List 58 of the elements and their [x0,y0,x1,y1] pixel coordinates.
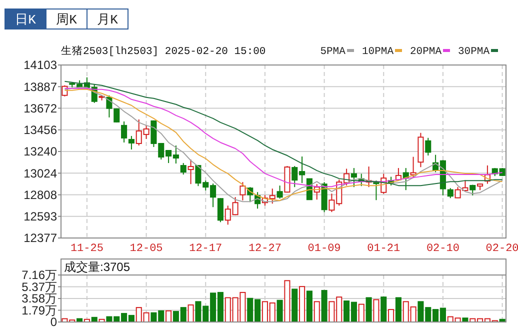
chart-title: 生猪2503[lh2503] 2025-02-20 15:00 [61,44,266,58]
bar [321,290,328,322]
y-tick-label: 5.37万 [22,280,57,294]
bar [366,297,372,322]
y-tick-label: 13024 [24,166,58,180]
legend-label: 20PMA [410,46,442,58]
y-tick-label: 14103 [24,58,58,72]
candlestick [217,198,224,223]
bar [395,297,402,322]
candlestick [121,120,128,143]
x-tick-label: 01-09 [308,243,341,255]
y-tick-label: 7.16万 [22,268,57,282]
candlestick [350,168,357,188]
bar [380,296,387,322]
candlestick [276,185,283,200]
y-tick-label: 3.58万 [22,292,57,306]
bar [188,304,194,322]
y-tick-label: 13240 [24,144,58,159]
x-tick-label: 02-20 [486,243,518,255]
bar [388,309,394,322]
x-tick-label: 12-27 [248,243,282,255]
candlestick [240,182,246,201]
y-tick-label: 13456 [24,123,58,138]
y-tick-label: 13887 [24,80,58,94]
text: 日K [15,12,36,28]
x-tick-label: 12-17 [189,243,222,255]
y-tick-label: 12377 [24,231,58,246]
bar [299,286,306,322]
y-tick-label: 12593 [24,210,58,224]
candlestick [425,137,432,156]
y-tick-label: 1.79万 [22,303,57,318]
legend-label: 5PMA [320,46,346,58]
candlestick [373,180,380,201]
text: 周K [56,12,78,28]
chart-title: 成交量:3705 [64,260,130,274]
bar [292,288,298,322]
legend-label: 10PMA [362,46,394,58]
bar [373,299,380,322]
legend-label: 30PMA [458,46,490,58]
bar [276,300,283,322]
candlestick [128,135,134,150]
y-tick-label: 0 [50,315,58,329]
bar [284,280,290,322]
candlestick [188,159,194,185]
bar [166,310,172,322]
bar [306,290,312,322]
y-tick-label: 12808 [24,188,58,202]
x-tick-label: 01-21 [367,243,401,255]
text: 月K [97,12,118,28]
y-tick-label: 13672 [24,101,58,116]
bar [358,304,364,322]
x-tick-label: 11-25 [70,243,104,255]
candlestick [410,156,416,179]
candlestick [447,188,454,199]
x-tick-label: 02-10 [426,243,460,255]
candlestick [180,162,186,176]
bar [314,301,320,322]
x-tick-label: 12-05 [130,243,163,255]
